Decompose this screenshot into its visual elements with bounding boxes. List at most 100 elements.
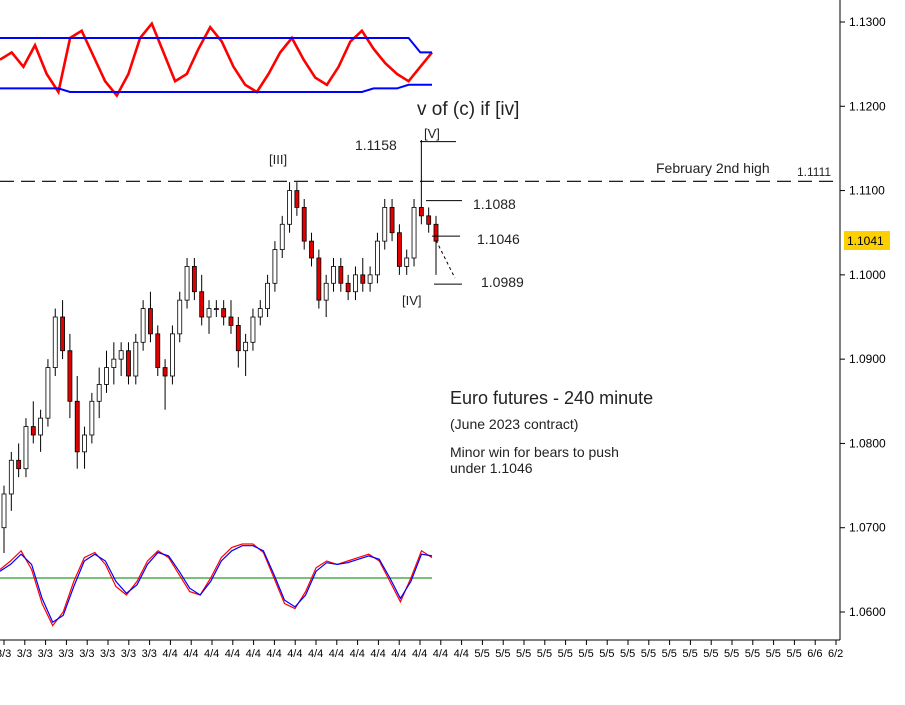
candle-body	[23, 426, 29, 470]
x-tick-label: 4/4	[370, 648, 385, 660]
y-tick-label: 1.0700	[849, 521, 886, 535]
candle-body	[111, 358, 117, 368]
candle-body	[367, 274, 373, 284]
oscillator-line	[0, 543, 433, 627]
x-tick-label: 5/5	[599, 648, 614, 660]
candle-body	[199, 291, 205, 318]
x-tick-label: 5/5	[703, 648, 718, 660]
candle-body	[287, 190, 292, 225]
candle-body	[89, 400, 95, 436]
x-tick-label: 4/4	[308, 648, 323, 660]
x-tick-label: 4/4	[246, 648, 261, 660]
candle-body	[389, 207, 395, 234]
reference-line-value: 1.1111	[797, 165, 831, 179]
x-tick-label: 5/5	[682, 648, 697, 660]
price-level-1-1046: 1.1046	[477, 231, 520, 247]
wave-label-iv: [IV]	[402, 293, 422, 308]
candle-body	[126, 350, 131, 377]
candle-body	[418, 207, 424, 217]
candle-body	[162, 367, 168, 377]
candle-body	[235, 325, 241, 352]
candle-body	[82, 434, 87, 453]
candle-body	[74, 400, 80, 453]
candle-body	[338, 266, 344, 284]
candle-body	[433, 223, 439, 242]
candle-body	[96, 384, 102, 402]
projection-dotted-line	[435, 240, 456, 279]
candle-body	[16, 459, 22, 470]
candle-body	[177, 299, 183, 335]
candle-body	[104, 367, 109, 385]
oscillator-line	[0, 545, 433, 624]
x-tick-label: 5/5	[641, 648, 656, 660]
upper-indicator-line	[0, 21, 434, 98]
chart-note-line-2: under 1.1046	[450, 460, 533, 476]
candle-body	[118, 350, 124, 360]
candle-body	[426, 215, 432, 225]
x-tick-label: 4/4	[412, 648, 427, 660]
candle-body	[279, 223, 285, 250]
y-tick-label: 1.1200	[849, 99, 886, 113]
upper-indicator-line	[0, 37, 432, 54]
x-tick-label: 5/5	[578, 648, 593, 660]
candle-body	[345, 282, 351, 293]
candle-body	[191, 266, 197, 293]
candle-body	[38, 417, 44, 436]
x-tick-label: 3/3	[17, 648, 32, 660]
x-tick-label: 3/3	[142, 648, 157, 660]
candle-body	[316, 257, 322, 301]
x-tick-label: 5/5	[766, 648, 781, 660]
x-tick-label: 4/4	[454, 648, 469, 660]
time-axis: 3/3 3/3 3/3 3/3 3/3 3/3 3/3 3/3 4/4 4/4 4/4 4/4 4/4 4…	[0, 639, 843, 660]
x-tick-label: 4/4	[204, 648, 219, 660]
candle-body	[45, 367, 51, 419]
y-tick-label: 1.1000	[849, 268, 886, 282]
x-tick-label: 5/5	[662, 648, 677, 660]
chart-title: Euro futures - 240 minute	[450, 388, 653, 408]
x-tick-label: 5/5	[786, 648, 801, 660]
candle-body	[228, 316, 234, 326]
candle-body	[265, 282, 271, 309]
candle-body	[257, 308, 263, 318]
x-tick-label: 5/5	[620, 648, 635, 660]
x-tick-label: 5/5	[724, 648, 739, 660]
wave-label-v-of-c: v of (c) if [iv]	[417, 99, 519, 120]
x-tick-label: 6/2	[828, 648, 843, 660]
candle-body	[404, 257, 410, 267]
wave-label-iii: [III]	[269, 152, 287, 167]
candle-body	[148, 308, 153, 335]
reference-line-label: February 2nd high	[656, 160, 770, 176]
candle-body	[221, 308, 227, 318]
candle-body	[184, 266, 190, 301]
price-level-1-0989: 1.0989	[481, 274, 524, 290]
y-tick-label: 1.1100	[849, 184, 885, 198]
x-tick-label: 3/3	[38, 648, 53, 660]
candle-body	[272, 249, 278, 284]
candle-body	[331, 266, 336, 284]
candle-body	[213, 308, 219, 310]
x-tick-label: 4/4	[391, 648, 406, 660]
candle-body	[309, 240, 314, 259]
upper-indicator-line	[0, 83, 432, 93]
y-tick-label: 1.0600	[849, 605, 886, 619]
price-level-1-1158: 1.1158	[355, 137, 397, 153]
candle-body	[250, 316, 256, 343]
x-tick-label: 4/4	[162, 648, 177, 660]
candle-body	[301, 207, 307, 242]
candle-body	[243, 341, 249, 352]
x-tick-label: 4/4	[329, 648, 344, 660]
current-price-badge	[844, 231, 890, 250]
candles-layer	[1, 140, 439, 553]
candle-body	[353, 274, 358, 293]
candle-body	[52, 316, 58, 368]
chart-note-line-1: Minor win for bears to push	[450, 444, 619, 460]
x-tick-label: 5/5	[745, 648, 760, 660]
candle-body	[140, 308, 146, 343]
y-tick-label: 1.0900	[849, 352, 886, 366]
x-tick-label: 4/4	[433, 648, 448, 660]
x-tick-label: 4/4	[183, 648, 198, 660]
candle-body	[133, 341, 139, 377]
y-tick-label: 1.0800	[849, 436, 886, 450]
